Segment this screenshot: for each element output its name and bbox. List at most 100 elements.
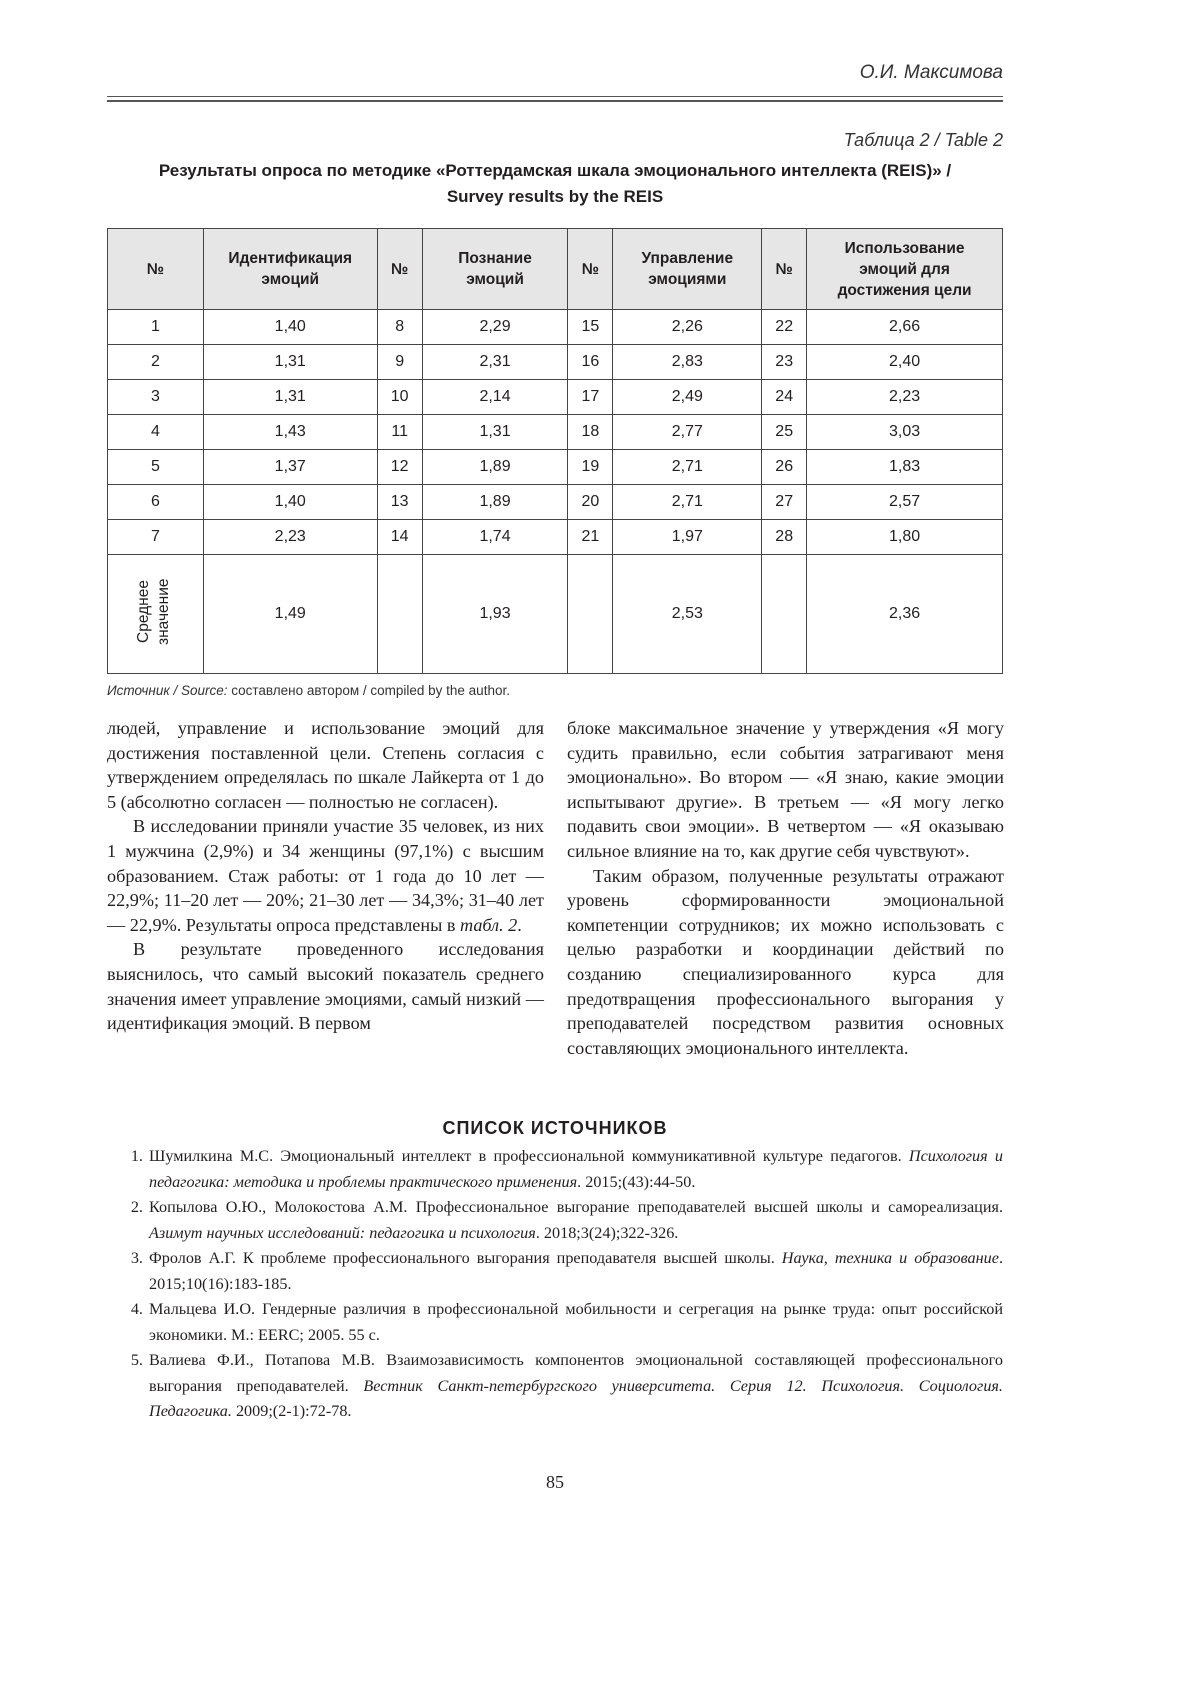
reference-tail: . 2018;3(24);322-326. bbox=[536, 1224, 679, 1242]
paragraph: блоке максимальное значение у утверждени… bbox=[567, 716, 1004, 864]
table-cell: 9 bbox=[377, 345, 422, 380]
table-cell: 13 bbox=[377, 485, 422, 520]
table-cell: 21 bbox=[568, 520, 613, 555]
table-row: 21,3192,31162,83232,40 bbox=[108, 345, 1003, 380]
mean-value: 1,93 bbox=[422, 555, 568, 674]
paragraph: В результате проведенного исследования в… bbox=[107, 937, 544, 1035]
table-cell: 1,43 bbox=[203, 415, 377, 450]
table-cell: 1,83 bbox=[807, 450, 1003, 485]
table-cell: 1,97 bbox=[613, 520, 762, 555]
table-title-line: Survey results by the REIS bbox=[107, 184, 1003, 210]
table-row: 11,4082,29152,26222,66 bbox=[108, 310, 1003, 345]
results-table: №Идентификация эмоций№Познание эмоций№Уп… bbox=[107, 228, 1003, 674]
paragraph: Таким образом, полученные результаты отр… bbox=[567, 864, 1004, 1061]
table-cell: 14 bbox=[377, 520, 422, 555]
column-header: № bbox=[108, 229, 204, 310]
table-cell: 1,89 bbox=[422, 485, 568, 520]
table-cell: 23 bbox=[762, 345, 807, 380]
table-cell: 16 bbox=[568, 345, 613, 380]
table-cell: 2,26 bbox=[613, 310, 762, 345]
table-cell: 1,31 bbox=[422, 415, 568, 450]
table-row: 31,31102,14172,49242,23 bbox=[108, 380, 1003, 415]
table-cell: 27 bbox=[762, 485, 807, 520]
table-cell: 2,71 bbox=[613, 450, 762, 485]
header-rule bbox=[107, 96, 1003, 97]
table-row: 72,23141,74211,97281,80 bbox=[108, 520, 1003, 555]
table-cell: 1,31 bbox=[203, 345, 377, 380]
reference-italic: Азимут научных исследований: педагогика … bbox=[149, 1224, 536, 1242]
column-header: Познание эмоций bbox=[422, 229, 568, 310]
table-header-row: №Идентификация эмоций№Познание эмоций№Уп… bbox=[108, 229, 1003, 310]
table-cell: 1,80 bbox=[807, 520, 1003, 555]
body-column-right: блоке максимальное значение у утверждени… bbox=[567, 716, 1004, 1060]
table-cell: 2,40 bbox=[807, 345, 1003, 380]
empty-cell bbox=[377, 555, 422, 674]
table-row: 51,37121,89192,71261,83 bbox=[108, 450, 1003, 485]
table-cell: 1,40 bbox=[203, 485, 377, 520]
table-cell: 2,31 bbox=[422, 345, 568, 380]
reference-item: Валиева Ф.И., Потапова М.В. Взаимозависи… bbox=[147, 1348, 1003, 1425]
table-cell: 1,37 bbox=[203, 450, 377, 485]
table-label: Таблица 2 / Table 2 bbox=[844, 130, 1003, 151]
mean-row: Среднее значение1,491,932,532,36 bbox=[108, 555, 1003, 674]
table-cell: 20 bbox=[568, 485, 613, 520]
table-cell: 3,03 bbox=[807, 415, 1003, 450]
reference-tail: 2009;(2-1):72-78. bbox=[232, 1402, 352, 1420]
body-column-left: людей, управление и использование эмоций… bbox=[107, 716, 544, 1036]
source-text: составлено автором / compiled by the aut… bbox=[227, 683, 509, 698]
table-cell: 4 bbox=[108, 415, 204, 450]
source-label: Источник / Source: bbox=[107, 683, 227, 698]
reference-italic: Наука, техника и образование bbox=[782, 1249, 999, 1267]
column-header: Использование эмоций для достижения цели bbox=[807, 229, 1003, 310]
table-cell: 19 bbox=[568, 450, 613, 485]
table-cell: 2,23 bbox=[807, 380, 1003, 415]
table-cell: 11 bbox=[377, 415, 422, 450]
table-cell: 1,74 bbox=[422, 520, 568, 555]
table-cell: 1 bbox=[108, 310, 204, 345]
table-cell: 2,66 bbox=[807, 310, 1003, 345]
table-cell: 2,49 bbox=[613, 380, 762, 415]
table-row: 61,40131,89202,71272,57 bbox=[108, 485, 1003, 520]
reference-tail: . 2015;(43):44-50. bbox=[577, 1173, 695, 1191]
reference-plain: Шумилкина М.С. Эмоциональный интеллект в… bbox=[149, 1147, 909, 1165]
column-header: Идентификация эмоций bbox=[203, 229, 377, 310]
table-cell: 2,23 bbox=[203, 520, 377, 555]
table-cell: 26 bbox=[762, 450, 807, 485]
running-head: О.И. Максимова bbox=[860, 62, 1003, 84]
references-list: Шумилкина М.С. Эмоциональный интеллект в… bbox=[107, 1144, 1003, 1425]
text: . bbox=[517, 915, 522, 935]
table-cell: 12 bbox=[377, 450, 422, 485]
reference-plain: Мальцева И.О. Гендерные различия в профе… bbox=[149, 1300, 1003, 1344]
table-cell: 17 bbox=[568, 380, 613, 415]
column-header: № bbox=[762, 229, 807, 310]
table-title-line: Результаты опроса по методике «Роттердам… bbox=[107, 158, 1003, 184]
header-rule bbox=[107, 100, 1003, 102]
table-cell: 2,77 bbox=[613, 415, 762, 450]
column-header: № bbox=[568, 229, 613, 310]
reference-item: Шумилкина М.С. Эмоциональный интеллект в… bbox=[147, 1144, 1003, 1195]
table-cell: 1,31 bbox=[203, 380, 377, 415]
mean-value: 2,36 bbox=[807, 555, 1003, 674]
reference-plain: Копылова О.Ю., Молокостова А.М. Професси… bbox=[149, 1198, 1003, 1216]
table-cell: 2 bbox=[108, 345, 204, 380]
paragraph: В исследовании приняли участие 35 челове… bbox=[107, 814, 544, 937]
mean-label: Среднее значение bbox=[134, 555, 176, 668]
table-cell: 10 bbox=[377, 380, 422, 415]
column-header: № bbox=[377, 229, 422, 310]
table-cell: 15 bbox=[568, 310, 613, 345]
column-header: Управление эмоциями bbox=[613, 229, 762, 310]
mean-label-cell: Среднее значение bbox=[108, 555, 204, 674]
paragraph: людей, управление и использование эмоций… bbox=[107, 716, 544, 814]
table-reference: табл. 2 bbox=[460, 915, 517, 935]
table-cell: 2,83 bbox=[613, 345, 762, 380]
table-cell: 3 bbox=[108, 380, 204, 415]
table-cell: 2,14 bbox=[422, 380, 568, 415]
mean-value: 1,49 bbox=[203, 555, 377, 674]
table-cell: 2,57 bbox=[807, 485, 1003, 520]
table-row: 41,43111,31182,77253,03 bbox=[108, 415, 1003, 450]
table-cell: 2,71 bbox=[613, 485, 762, 520]
reference-item: Фролов А.Г. К проблеме профессионального… bbox=[147, 1246, 1003, 1297]
table-source: Источник / Source: составлено автором / … bbox=[107, 683, 510, 698]
table-cell: 22 bbox=[762, 310, 807, 345]
page-number: 85 bbox=[0, 1472, 1110, 1493]
